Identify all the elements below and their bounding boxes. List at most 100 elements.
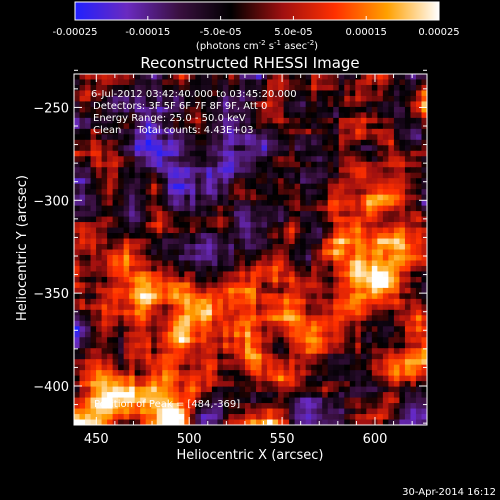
heatmap-cell — [118, 117, 125, 124]
heatmap-cell — [366, 331, 373, 338]
colorbar-tick-label: -5.0e-05 — [200, 27, 242, 38]
heatmap-cell — [101, 101, 108, 108]
heatmap-cell — [305, 364, 312, 371]
heatmap-cell — [283, 276, 290, 284]
heatmap-cell — [250, 112, 257, 119]
heatmap-cell — [85, 238, 92, 245]
heatmap-cell — [74, 84, 81, 92]
heatmap-cell — [250, 249, 257, 256]
heatmap-cell — [388, 244, 395, 251]
heatmap-cell — [156, 178, 163, 185]
heatmap-cell — [371, 189, 378, 196]
heatmap-cell — [250, 145, 257, 152]
heatmap-cell — [421, 348, 427, 355]
heatmap-cell — [74, 331, 81, 338]
heatmap-cell — [145, 74, 152, 81]
heatmap-cell — [162, 260, 169, 267]
heatmap-cell — [371, 386, 378, 393]
heatmap-cell — [294, 244, 301, 251]
heatmap-cell — [217, 326, 224, 333]
heatmap-cell — [239, 260, 246, 267]
heatmap-cell — [134, 348, 141, 355]
heatmap-cell — [211, 397, 219, 404]
heatmap-cell — [184, 211, 191, 218]
heatmap-cell — [233, 364, 241, 371]
heatmap-cell — [272, 156, 279, 163]
heatmap-cell — [250, 353, 257, 360]
heatmap-cell — [366, 211, 373, 218]
heatmap-cell — [393, 167, 401, 174]
heatmap-cell — [393, 331, 401, 338]
heatmap-cell — [366, 254, 373, 262]
heatmap-cell — [134, 353, 141, 360]
heatmap-cell — [344, 370, 351, 377]
heatmap-cell — [123, 386, 130, 393]
heatmap-cell — [123, 74, 130, 81]
heatmap-cell — [360, 419, 367, 425]
heatmap-cell — [333, 106, 340, 113]
heatmap-cell — [355, 79, 362, 86]
heatmap-cell — [338, 189, 345, 196]
heatmap-cell — [145, 216, 152, 223]
heatmap-cell — [151, 128, 158, 135]
heatmap-cell — [184, 101, 191, 108]
heatmap-cell — [278, 172, 285, 179]
heatmap-cell — [211, 375, 219, 382]
heatmap-cell — [200, 189, 207, 196]
heatmap-cell — [267, 414, 274, 421]
heatmap-cell — [96, 106, 103, 113]
heatmap-cell — [360, 403, 367, 410]
heatmap-cell — [211, 381, 219, 388]
heatmap-cell — [222, 276, 230, 284]
heatmap-cell — [278, 337, 285, 344]
heatmap-cell — [228, 249, 235, 256]
heatmap-cell — [156, 222, 163, 229]
heatmap-cell — [244, 106, 252, 113]
heatmap-cell — [145, 244, 152, 251]
heatmap-cell — [283, 84, 290, 92]
heatmap-cell — [184, 227, 191, 234]
heatmap-cell — [366, 364, 373, 371]
heatmap-cell — [355, 150, 362, 157]
heatmap-cell — [267, 298, 274, 305]
heatmap-cell — [294, 156, 301, 163]
heatmap-cell — [167, 222, 174, 229]
heatmap-cell — [162, 408, 169, 415]
heatmap-cell — [101, 414, 108, 421]
heatmap-cell — [206, 194, 213, 201]
heatmap-cell — [333, 293, 340, 300]
heatmap-cell — [360, 172, 367, 179]
heatmap-cell — [162, 134, 169, 141]
heatmap-cell — [101, 403, 108, 410]
heatmap-cell — [206, 244, 213, 251]
heatmap-cell — [167, 128, 174, 135]
heatmap-cell — [112, 375, 119, 382]
heatmap-cell — [222, 353, 230, 360]
heatmap-cell — [112, 315, 119, 322]
heatmap-cell — [366, 386, 373, 393]
heatmap-cell — [140, 309, 147, 316]
heatmap-cell — [382, 386, 389, 393]
heatmap-cell — [338, 90, 345, 97]
heatmap-cell — [129, 95, 136, 103]
heatmap-cell — [167, 364, 174, 371]
heatmap-cell — [256, 211, 263, 218]
heatmap-cell — [261, 74, 268, 81]
heatmap-cell — [415, 156, 423, 163]
heatmap-cell — [382, 381, 389, 388]
heatmap-cell — [200, 178, 207, 185]
heatmap-cell — [393, 117, 401, 124]
heatmap-cell — [322, 216, 329, 223]
heatmap-cell — [267, 205, 274, 212]
heatmap-cell — [228, 260, 235, 267]
heatmap-cell — [233, 156, 241, 163]
heatmap-cell — [167, 315, 174, 322]
heatmap-cell — [156, 298, 163, 305]
heatmap-cell — [195, 276, 202, 284]
heatmap-cell — [140, 392, 147, 399]
heatmap-cell — [377, 337, 384, 344]
heatmap-cell — [123, 326, 130, 333]
heatmap-cell — [162, 90, 169, 97]
heatmap-cell — [151, 238, 158, 245]
heatmap-cell — [112, 222, 119, 229]
